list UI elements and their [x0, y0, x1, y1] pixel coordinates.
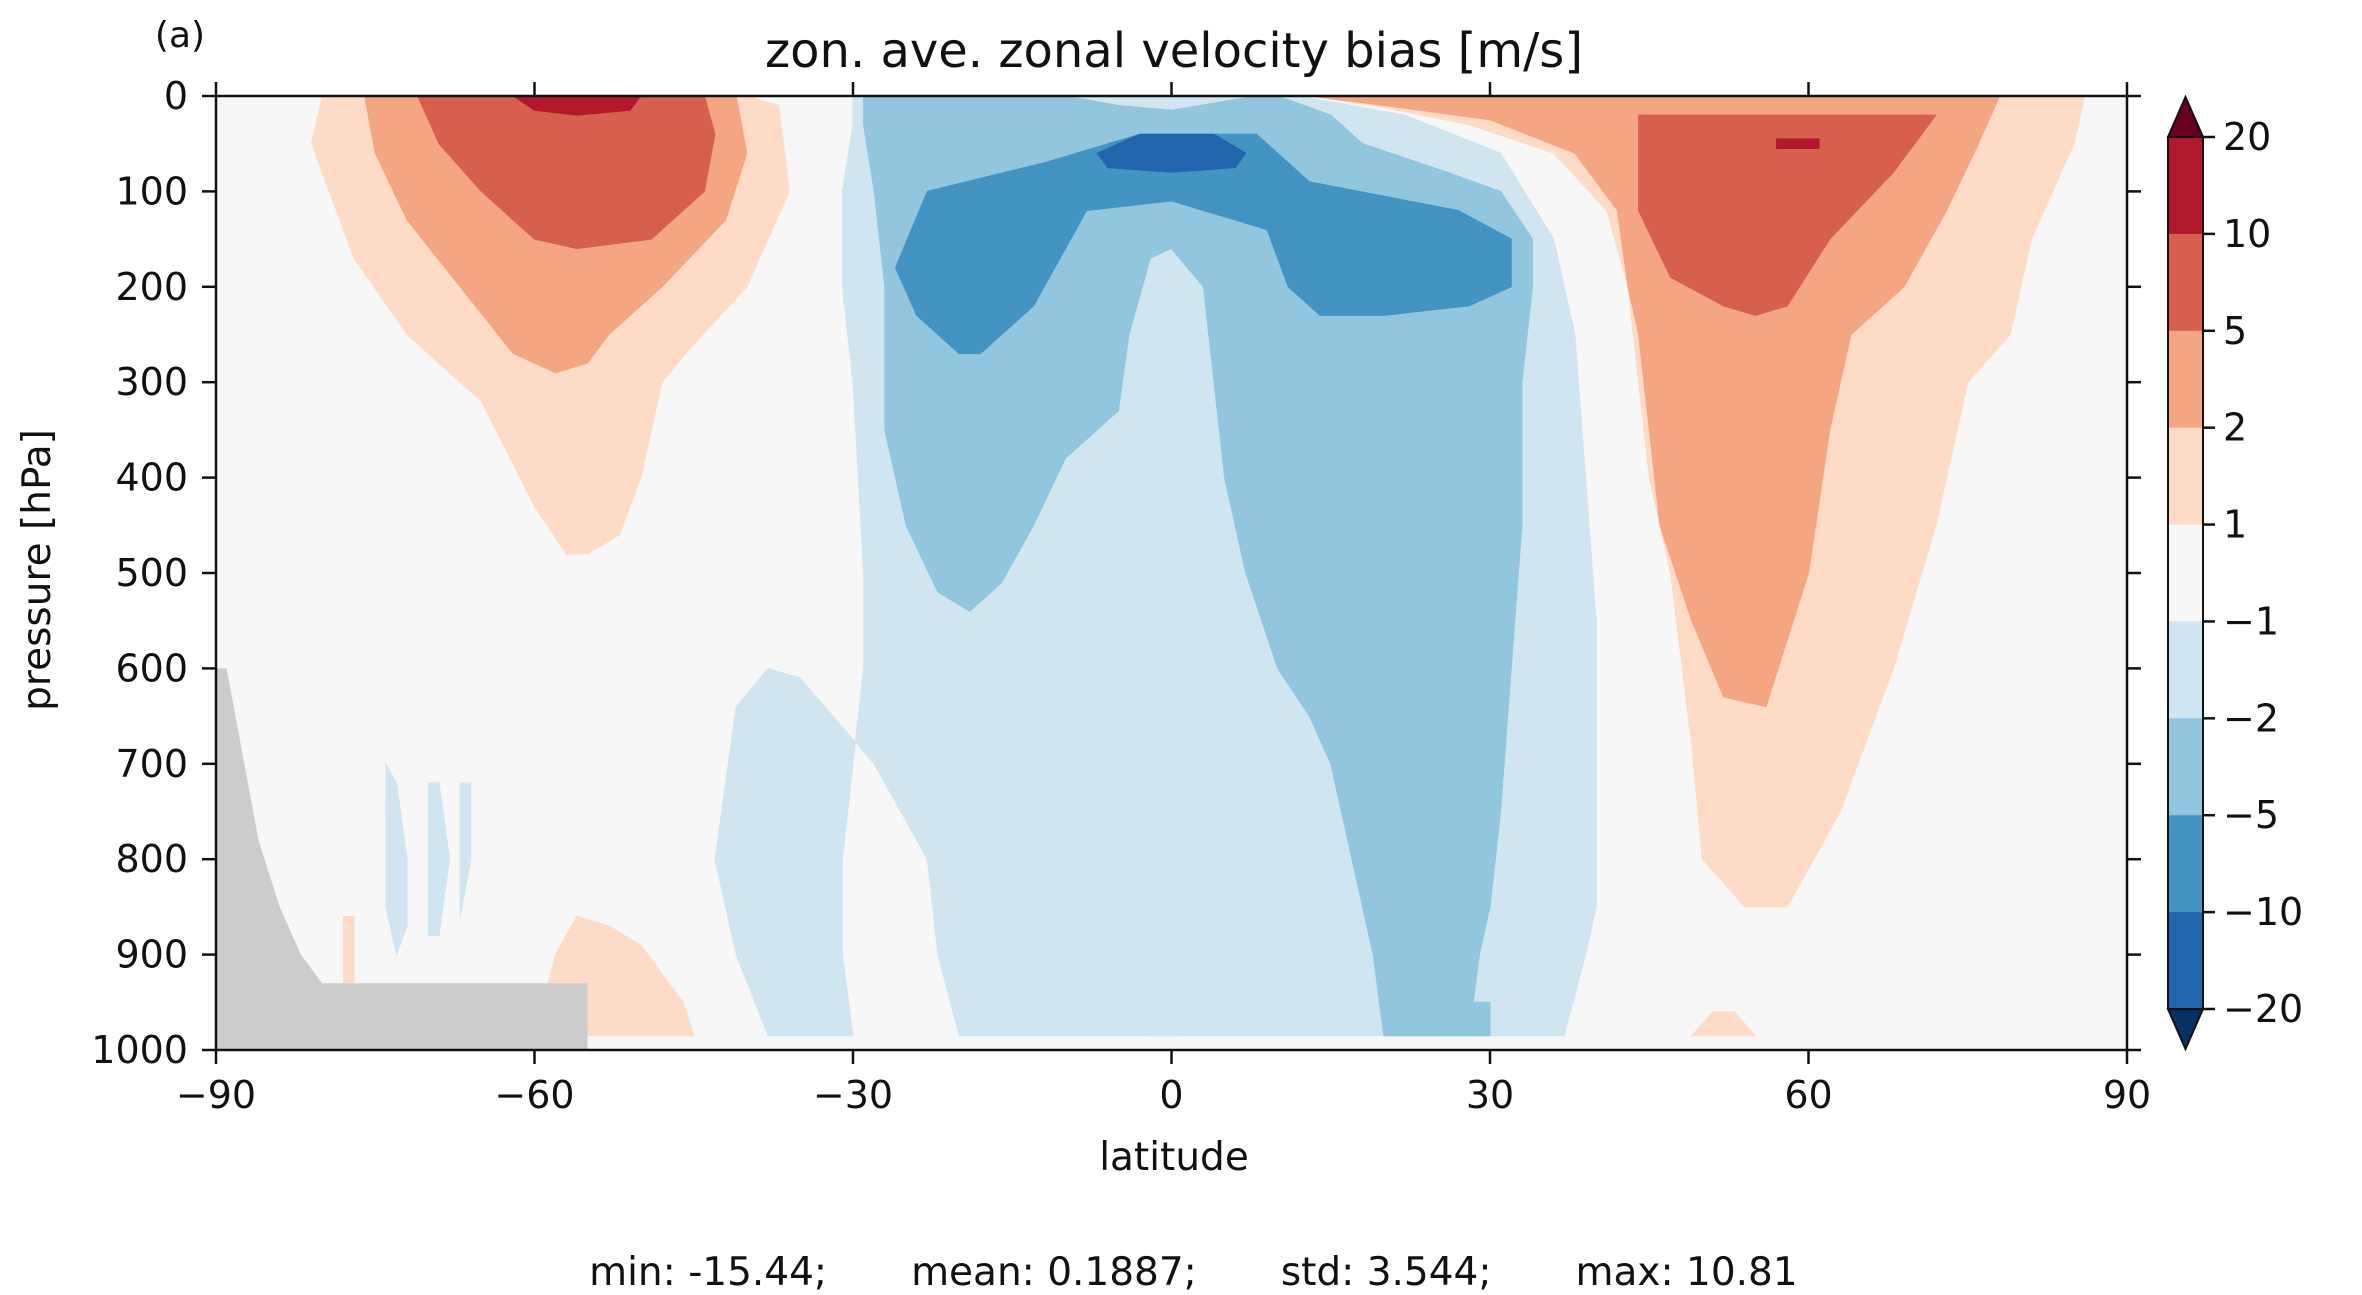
x-axis: −90 −60 −30 0 30 60 90 — [176, 82, 2151, 1117]
colorbar-segment — [2168, 524, 2203, 622]
colorbar-extend-low — [2166, 1008, 2205, 1052]
colorbar-segment — [2168, 137, 2203, 235]
y-tick-label: 600 — [115, 646, 188, 690]
contour-region-20 — [385, 761, 408, 957]
colorbar-tick-label: −2 — [2223, 696, 2279, 740]
colorbar-tick-label: −1 — [2223, 599, 2279, 643]
y-tick-label: 200 — [115, 265, 188, 309]
y-tick-label: 700 — [115, 742, 188, 786]
x-axis-label: latitude — [1099, 1135, 1249, 1180]
colorbar-segment — [2168, 233, 2203, 332]
y-axis-label: pressure [hPa] — [15, 429, 60, 711]
colorbar-tick-label: 2 — [2223, 406, 2247, 450]
colorbar-tick-label: −20 — [2223, 987, 2303, 1031]
masked-region — [216, 668, 588, 1050]
y-tick-label: 1000 — [91, 1028, 188, 1072]
x-tick-label: −30 — [813, 1073, 893, 1117]
colorbar-segment — [2168, 912, 2203, 1010]
colorbar-frame — [2167, 136, 2204, 1010]
chart-title: zon. ave. zonal velocity bias [m/s] — [765, 23, 1583, 79]
y-tick-label: 800 — [115, 837, 188, 881]
colorbar-segment — [2168, 815, 2203, 913]
contour-region-11 — [1638, 114, 1937, 316]
contour-region-22 — [459, 782, 472, 917]
colorbar-tick-label: 1 — [2223, 503, 2247, 547]
colorbar-tick-label: 10 — [2223, 212, 2271, 256]
contour-region-18 — [1117, 915, 1215, 1037]
x-tick-label: 30 — [1466, 1073, 1514, 1117]
stat-min: min: -15.44; — [589, 1250, 828, 1295]
y-tick-label: 300 — [115, 360, 188, 404]
colorbar-extend-high — [2166, 94, 2205, 138]
colorbar-segment — [2168, 427, 2203, 526]
contour-region-13 — [1690, 1011, 1757, 1037]
contour-region-21 — [427, 782, 451, 936]
x-tick-label: −60 — [494, 1073, 574, 1117]
contour-region-19 — [1446, 1001, 1491, 1037]
colorbar-segment — [2168, 621, 2203, 719]
colorbar-segment — [2168, 330, 2203, 429]
x-tick-label: 90 — [2103, 1073, 2151, 1117]
y-tick-label: 100 — [115, 169, 188, 213]
stats-line: min: -15.44; mean: 0.1887; std: 3.544; max:… — [0, 1205, 2362, 1295]
x-tick-label: 60 — [1784, 1073, 1832, 1117]
y-tick-label: 400 — [115, 456, 188, 500]
panel-label: (a) — [155, 15, 205, 56]
contour-chart: (a) zon. ave. zonal velocity bias [m/s] … — [15, 15, 2303, 1180]
x-tick-label: −90 — [176, 1073, 256, 1117]
colorbar-tick-label: −10 — [2223, 890, 2303, 934]
colorbar-tick-label: 20 — [2223, 115, 2271, 159]
contour-region-12 — [1776, 138, 1820, 149]
contour-region-2 — [416, 95, 716, 250]
plot-area — [214, 94, 2129, 1052]
y-tick-label: 0 — [164, 74, 188, 118]
x-tick-label: 0 — [1159, 1073, 1183, 1117]
contour-region-15 — [863, 95, 1533, 1037]
colorbar: 20 10 5 2 1 −1 −2 −5 −10 −20 — [2166, 94, 2303, 1052]
contour-region-16 — [894, 133, 1512, 355]
y-tick-label: 500 — [115, 551, 188, 595]
stat-mean: mean: 0.1887; — [911, 1250, 1197, 1295]
contour-region-17 — [1096, 133, 1247, 173]
y-axis: 0 100 200 300 400 500 600 700 800 900 1000 — [91, 74, 2141, 1072]
colorbar-segment — [2168, 718, 2203, 816]
contour-region-10 — [1309, 95, 2001, 708]
y-tick-label: 900 — [115, 933, 188, 977]
stat-max: max: 10.81 — [1575, 1250, 1798, 1295]
colorbar-tick-label: 5 — [2223, 309, 2247, 353]
colorbar-tick-label: −5 — [2223, 793, 2279, 837]
stat-std: std: 3.544; — [1280, 1250, 1492, 1295]
